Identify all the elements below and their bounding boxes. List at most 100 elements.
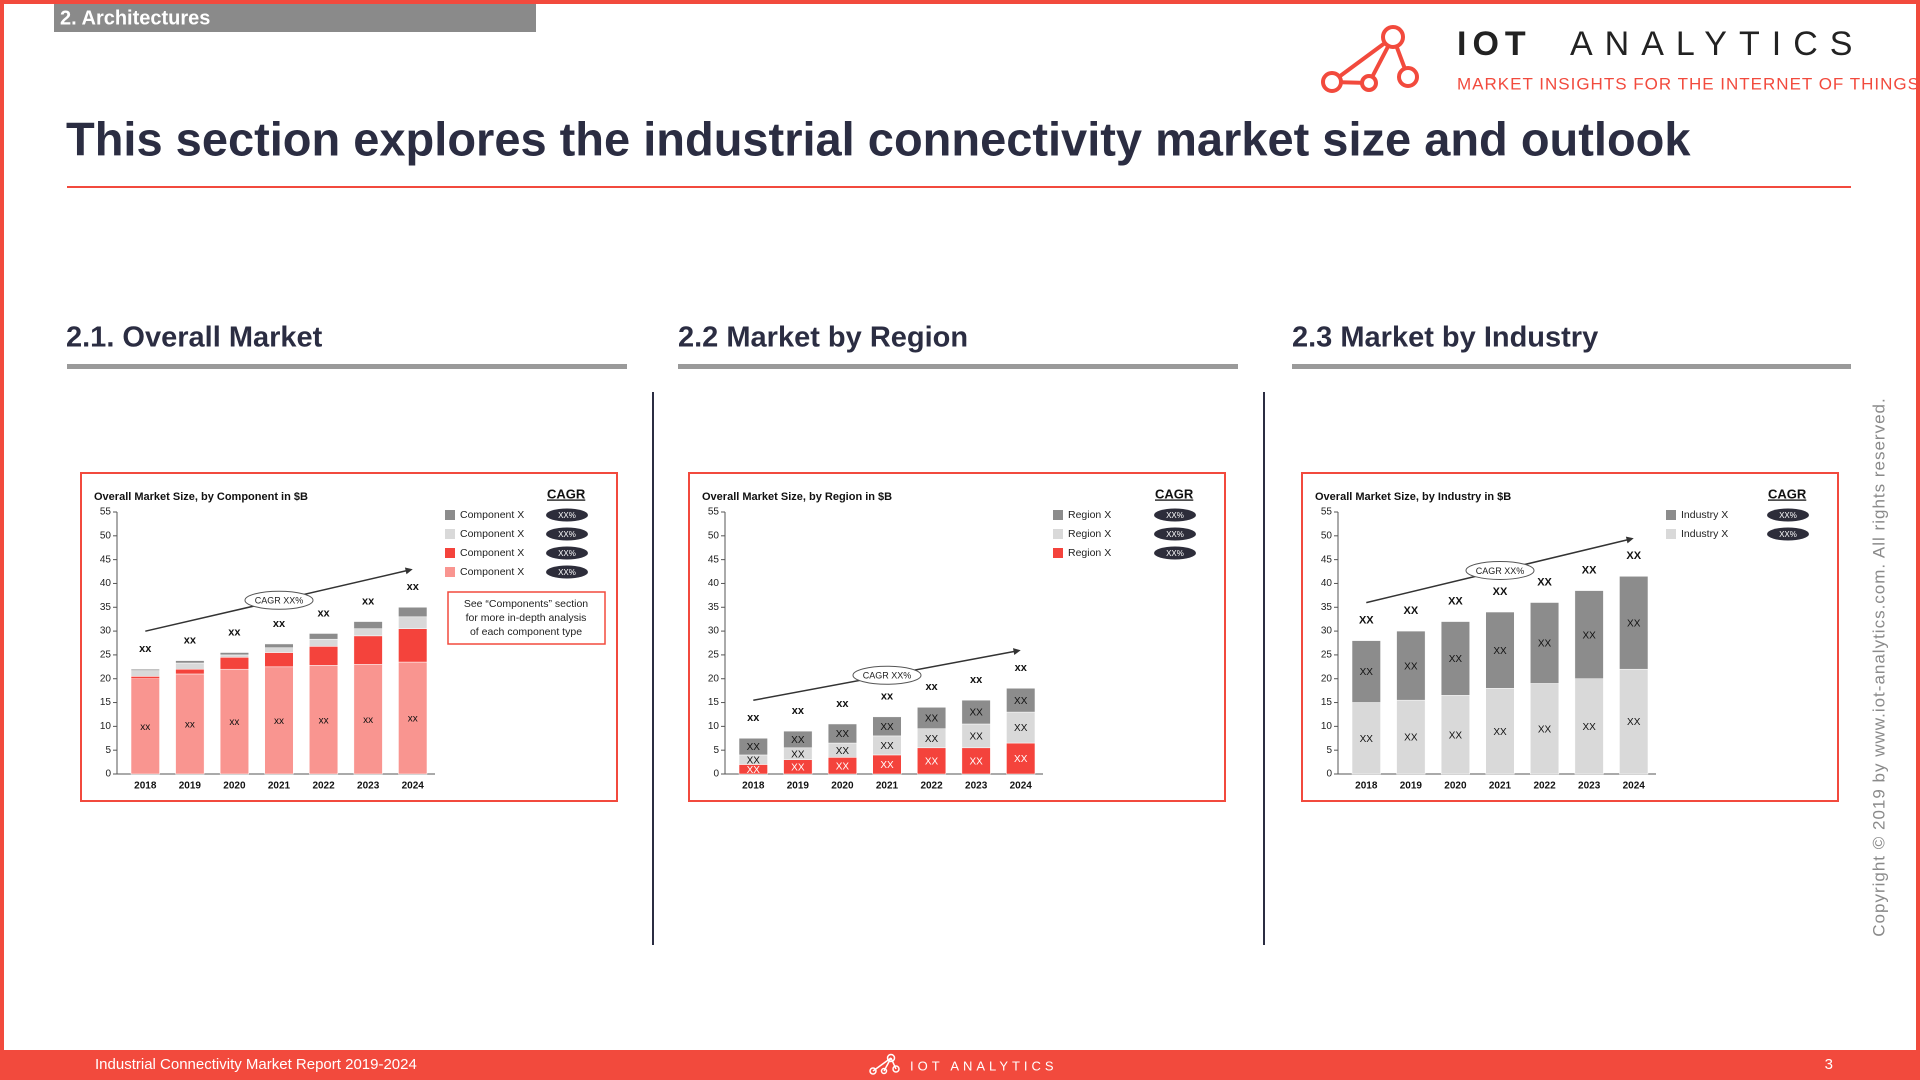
bar-segment [219,654,249,658]
footer-logo: IOT ANALYTICS [910,1058,1058,1073]
section-heading: 2.2 Market by Region [678,322,968,354]
logo-icon [1321,25,1419,93]
legend-swatch [1053,548,1063,558]
value-label: XX [836,761,850,772]
value-label: XX [1449,730,1463,741]
bar-segment [175,660,205,664]
legend-swatch [445,510,455,520]
bar-segment [130,668,160,671]
legend-swatch [445,548,455,558]
y-tick-label: 0 [105,769,111,780]
cagr-label: XX% [1779,530,1797,539]
bar-segment [1006,742,1036,775]
total-label: xx [881,691,894,703]
value-label: XX [880,741,894,752]
value-label: xx [185,720,195,731]
x-tick-label: 2024 [1010,781,1033,792]
legend-swatch [445,529,455,539]
cagr-label: XX% [558,511,576,520]
y-tick-label: 55 [100,507,112,518]
x-tick-label: 2021 [1489,781,1512,792]
legend-label: Component X [460,566,524,578]
value-label: XX [747,755,761,766]
y-tick-label: 25 [708,650,720,661]
value-label: XX [1449,654,1463,665]
bar-segment [1396,630,1426,701]
total-label: xx [970,674,983,686]
value-label: XX [1582,722,1596,733]
y-tick-label: 0 [713,769,719,780]
bar-segment [353,635,383,665]
y-tick-label: 30 [708,626,720,637]
total-label: xx [184,635,197,647]
value-label: XX [1404,661,1418,672]
value-label: XX [925,734,939,745]
legend-label: Region X [1068,547,1111,559]
y-tick-label: 30 [100,626,112,637]
value-label: XX [880,722,894,733]
bar-segment [219,668,249,775]
value-label: XX [1538,639,1552,650]
cagr-label: XX% [1166,530,1184,539]
value-label: XX [1582,630,1596,641]
value-label: XX [880,760,894,771]
y-tick-label: 25 [1321,650,1333,661]
footer-logo-icon [869,1053,900,1075]
legend-label: Region X [1068,509,1111,521]
cagr-label: XX% [1166,549,1184,558]
x-tick-label: 2020 [223,781,246,792]
legend-title: CAGR [1768,486,1807,501]
x-tick-label: 2023 [1578,781,1601,792]
y-tick-label: 50 [100,530,112,541]
value-label: XX [1627,717,1641,728]
bar-segment [219,657,249,670]
value-label: XX [747,765,761,776]
total-label: XX [1493,586,1508,598]
y-tick-label: 35 [708,602,720,613]
footer-bar [0,1050,1920,1080]
total-label: XX [1626,550,1641,562]
logo-name: IOT [1457,25,1532,63]
y-tick-label: 30 [1321,626,1333,637]
bar-segment [130,676,160,679]
annotation: CAGR XX% [1476,566,1525,576]
bar-segment [1396,699,1426,775]
y-tick-label: 45 [708,554,720,565]
cagr-label: XX% [558,568,576,577]
cagr-pill [546,546,588,560]
legend-swatch [1053,510,1063,520]
bar-segment [309,638,339,647]
total-label: XX [1359,615,1374,627]
total-label: XX [1537,576,1552,588]
y-tick-label: 5 [1326,745,1332,756]
bar-segment [309,633,339,640]
bar-segment [1006,688,1036,713]
bar-segment [1351,640,1381,703]
legend-swatch [1053,529,1063,539]
bar-segment [1485,688,1515,775]
legend-title: CAGR [1155,486,1194,501]
bar-segment [1530,602,1560,684]
y-tick-label: 20 [100,673,112,684]
section-tag-bg [54,4,536,32]
value-label: xx [274,716,284,727]
cagr-label: XX% [558,549,576,558]
bar-segment [398,628,428,663]
legend-swatch [1666,510,1676,520]
chart-frame [1301,472,1839,802]
cagr-pill [1154,527,1196,541]
total-label: xx [273,618,286,630]
y-tick-label: 5 [105,745,111,756]
value-label: XX [925,757,939,768]
annotation-bubble [852,665,922,685]
y-tick-label: 35 [100,602,112,613]
chart-title: Overall Market Size, by Industry in $B [1315,491,1511,503]
bar-segment [353,628,383,637]
bar-segment [398,661,428,775]
y-tick-label: 15 [100,697,112,708]
bar-segment [1530,683,1560,775]
trend-arrowhead [1012,648,1021,655]
y-tick-label: 15 [1321,697,1333,708]
